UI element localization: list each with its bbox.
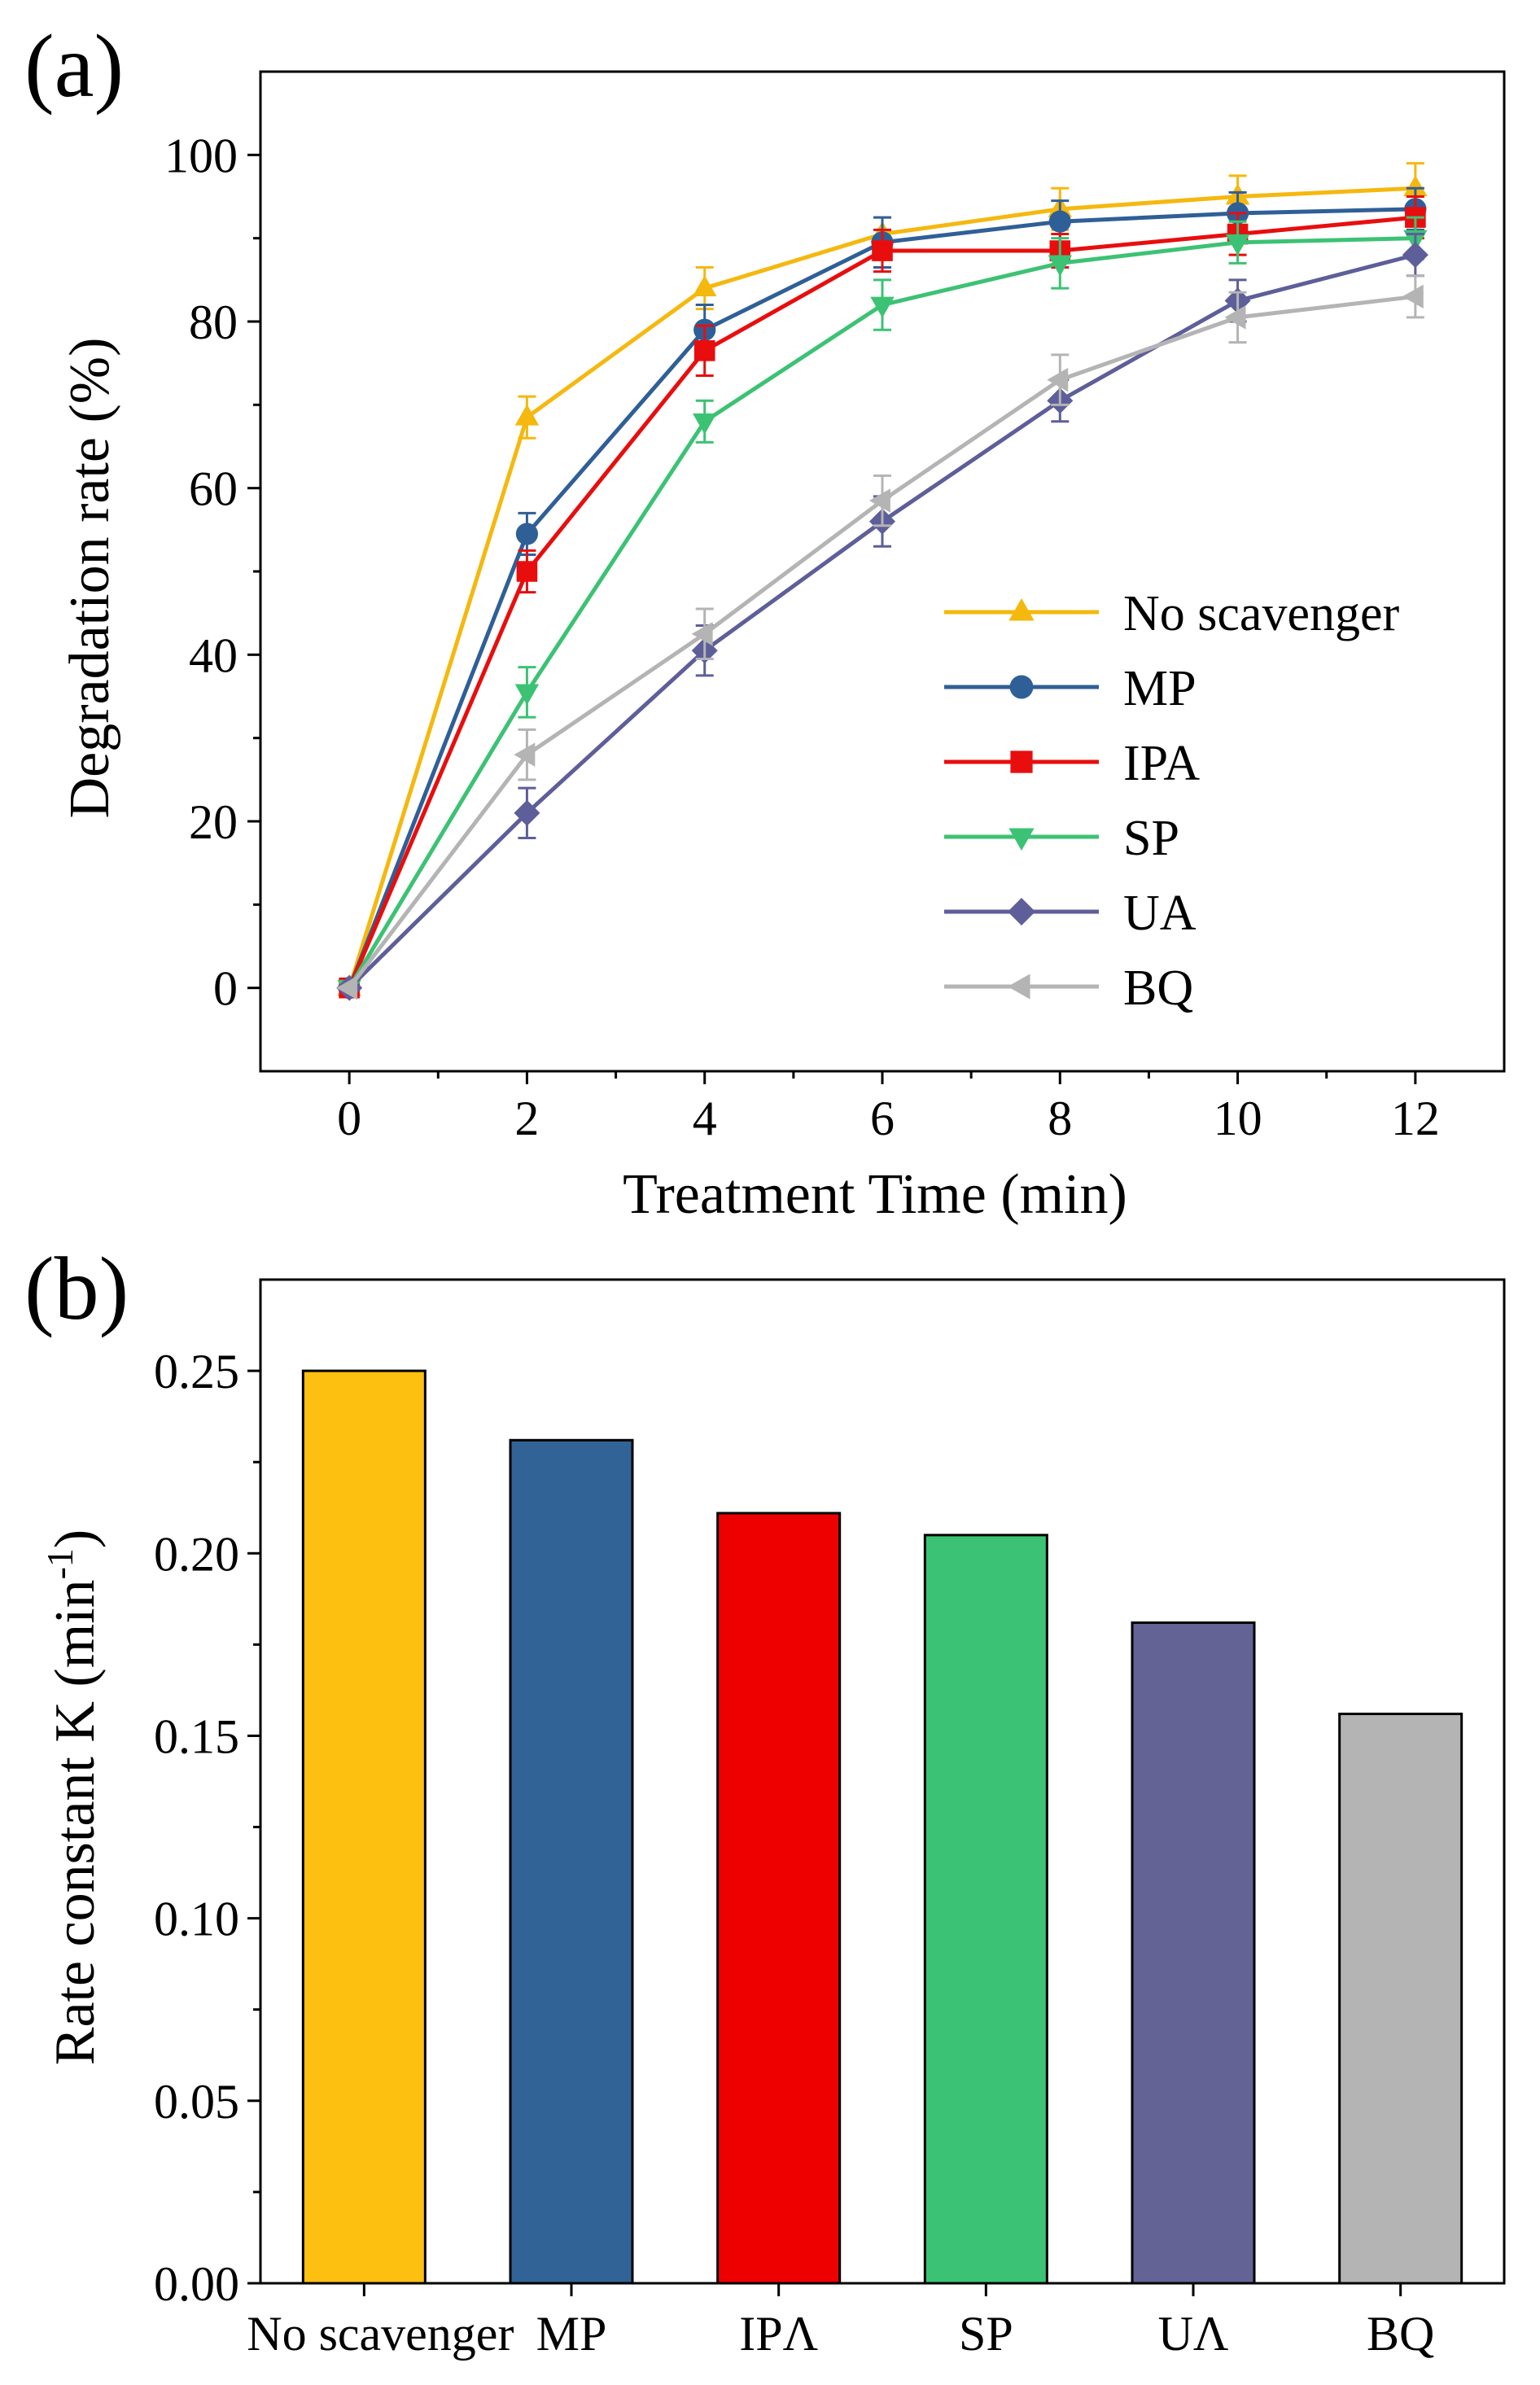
- data-point-ua: [1402, 242, 1428, 269]
- data-point-bq: [869, 488, 890, 513]
- x-tick-label-a-0: 0: [337, 1092, 361, 1145]
- data-point-ua: [514, 799, 540, 826]
- x-tick-label-a-6: 6: [870, 1092, 895, 1145]
- x-tick-label-a-2: 2: [514, 1092, 539, 1145]
- bar-sp: [923, 1534, 1048, 2285]
- legend-label-mp: MP: [1123, 661, 1197, 716]
- y-tick-label-b-0.25: 0.25: [154, 1345, 239, 1398]
- data-point-no-scavenger: [514, 404, 540, 426]
- data-point-sp: [1048, 255, 1073, 277]
- legend-item-sp: SP: [944, 811, 1179, 866]
- legend-marker-sp: [1008, 828, 1035, 851]
- y-axis-label-b-end: ): [44, 1529, 107, 1548]
- x-tick-label-b-ip: IPΛ: [739, 2307, 818, 2361]
- data-point-no-scavenger: [1403, 175, 1428, 197]
- plot-frame-b: [259, 1278, 1506, 2285]
- panel-label-b: (b): [24, 1239, 129, 1338]
- data-point-sp: [692, 413, 717, 435]
- data-point-no-scavenger: [692, 275, 717, 296]
- bar-no-scavenger: [301, 1369, 427, 2285]
- y-tick-label-b-0.15: 0.15: [154, 1709, 239, 1763]
- y-tick-label-a-100: 100: [164, 129, 238, 182]
- data-point-bq: [691, 622, 713, 646]
- data-point-sp: [514, 684, 540, 706]
- plot-area-a: 0 2 4 6 8 10 12 0 20 40 60 80 100: [164, 70, 1506, 1145]
- legend-marker-mp: [1009, 675, 1034, 699]
- y-tick-label-b-0.00: 0.00: [154, 2257, 239, 2311]
- legend-a: No scavenger MP IPA SP UA BQ: [944, 586, 1399, 1016]
- y-tick-label-a-80: 80: [189, 295, 238, 349]
- data-point-ipa: [516, 561, 538, 582]
- legend-item-ipa: IPA: [944, 736, 1200, 791]
- bar-ip: [716, 1512, 842, 2285]
- data-point-ipa: [872, 240, 893, 261]
- legend-item-no-scavenger: No scavenger: [944, 586, 1399, 641]
- legend-item-mp: MP: [944, 661, 1197, 716]
- data-point-bq: [336, 975, 358, 1000]
- y-tick-label-a-40: 40: [189, 628, 238, 682]
- data-point-sp: [870, 296, 895, 318]
- data-point-ipa: [693, 340, 715, 361]
- series-bq: [336, 274, 1424, 1000]
- x-tick-label-a-10: 10: [1214, 1092, 1262, 1145]
- data-point-sp: [1225, 234, 1250, 256]
- x-axis-label-a: Treatment Time (min): [623, 1163, 1127, 1226]
- data-point-bq: [514, 742, 536, 767]
- legend-marker-bq: [1008, 974, 1030, 1000]
- y-axis-label-a: Degradation rate (%): [59, 338, 121, 819]
- legend-label-bq: BQ: [1123, 961, 1193, 1016]
- y-tick-label-a-60: 60: [189, 462, 238, 516]
- line-chart-panel: (a) Degradation rate (%) Treatment Time …: [24, 16, 1506, 1226]
- legend-marker-ua: [1008, 898, 1035, 926]
- bar-mp: [509, 1438, 634, 2285]
- x-tick-label-b-no-scavenger: No scavenger: [247, 2307, 514, 2361]
- legend-marker-no-scavenger: [1008, 598, 1035, 621]
- plot-area-b: 0.00 0.05 0.10 0.15 0.20 0.25 No scavenger MP IP…: [154, 1278, 1506, 2361]
- data-point-mp: [515, 523, 539, 545]
- data-point-bq: [1047, 367, 1069, 392]
- legend-item-bq: BQ: [944, 961, 1193, 1016]
- x-tick-label-b-mp: MP: [536, 2307, 607, 2361]
- data-point-bq: [1224, 305, 1246, 330]
- x-tick-label-b-sp: SP: [959, 2307, 1013, 2361]
- y-tick-label-b-0.20: 0.20: [154, 1527, 239, 1581]
- x-tick-label-a-4: 4: [693, 1092, 717, 1145]
- legend-label-ipa: IPA: [1123, 736, 1200, 791]
- legend-label-no-scavenger: No scavenger: [1123, 586, 1399, 641]
- y-axis-label-b-sup: -1: [39, 1548, 81, 1579]
- legend-marker-ipa: [1010, 751, 1033, 773]
- bar-u: [1131, 1621, 1256, 2285]
- x-tick-label-b-u: UΛ: [1158, 2307, 1229, 2361]
- panel-label-a: (a): [24, 16, 124, 116]
- y-axis-label-b-main: Rate constant K (min: [44, 1579, 107, 2065]
- data-point-bq: [1402, 284, 1424, 309]
- y-axis-label-b: Rate constant K (min-1): [39, 1529, 107, 2065]
- y-tick-label-b-0.05: 0.05: [154, 2075, 239, 2129]
- legend-label-ua: UA: [1123, 886, 1197, 941]
- bar-bq: [1338, 1713, 1463, 2285]
- bar-chart-panel: (b) Rate constant K (min-1) 0.00 0.05 0.10…: [24, 1239, 1506, 2361]
- y-tick-label-b-0.10: 0.10: [154, 1893, 239, 1946]
- x-tick-label-a-12: 12: [1391, 1092, 1440, 1145]
- legend-item-ua: UA: [944, 886, 1197, 941]
- x-tick-label-b-bq: BQ: [1367, 2307, 1434, 2361]
- y-tick-label-a-0: 0: [213, 962, 238, 1016]
- series-line-bq: [348, 294, 1416, 990]
- legend-label-sp: SP: [1123, 811, 1179, 866]
- y-tick-label-a-20: 20: [189, 795, 238, 849]
- data-point-mp: [1048, 210, 1071, 233]
- x-tick-label-a-8: 8: [1048, 1092, 1072, 1145]
